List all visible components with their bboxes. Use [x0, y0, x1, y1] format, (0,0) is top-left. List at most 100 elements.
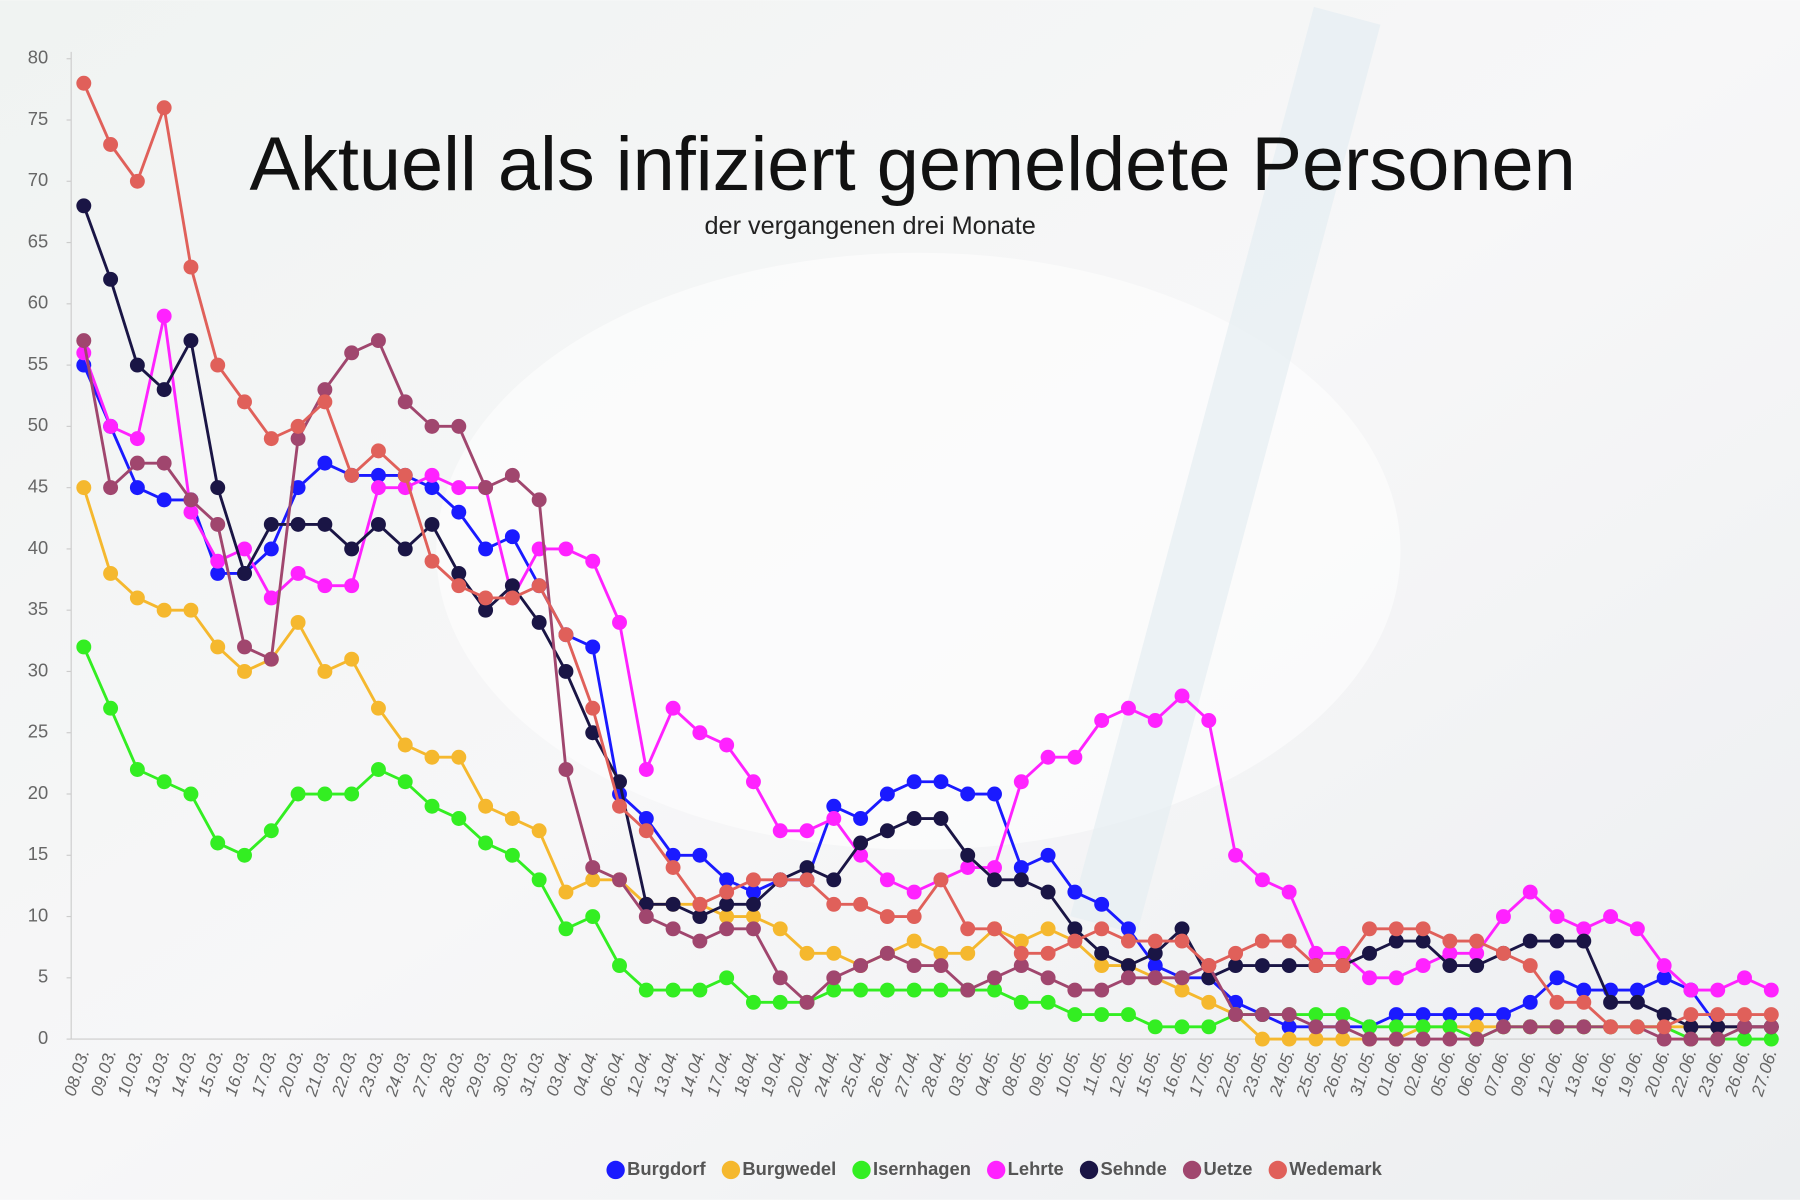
data-point	[263, 651, 279, 667]
y-tick-label: 70	[28, 169, 48, 190]
data-point	[183, 492, 199, 508]
data-point	[76, 333, 92, 349]
data-point	[719, 872, 735, 888]
data-point	[504, 847, 520, 863]
data-point	[370, 480, 386, 496]
data-point	[263, 590, 279, 606]
data-point	[585, 909, 601, 925]
data-point	[1013, 994, 1029, 1010]
data-point	[478, 590, 494, 606]
data-point	[1201, 994, 1217, 1010]
data-point	[1147, 945, 1163, 961]
data-point	[1228, 945, 1244, 961]
data-point	[906, 909, 922, 925]
data-point	[1281, 958, 1297, 974]
legend-label: Lehrte	[1008, 1158, 1064, 1179]
data-point	[1442, 958, 1458, 974]
data-point	[1094, 982, 1110, 998]
data-point	[1415, 933, 1431, 949]
data-point	[1495, 1019, 1511, 1035]
data-point	[558, 884, 574, 900]
data-point	[1174, 970, 1190, 986]
data-point	[478, 602, 494, 618]
data-point	[1656, 1007, 1672, 1023]
data-point	[638, 982, 654, 998]
data-point	[1576, 994, 1592, 1010]
data-point	[237, 394, 252, 410]
data-point	[1094, 896, 1110, 912]
y-tick-label: 55	[28, 353, 48, 374]
data-point	[1683, 982, 1699, 998]
data-point	[1067, 1007, 1083, 1023]
y-tick-label: 0	[38, 1027, 48, 1048]
data-point	[237, 541, 252, 557]
data-point	[183, 504, 199, 520]
data-point	[1415, 921, 1431, 937]
data-point	[638, 909, 654, 925]
data-point	[103, 480, 119, 496]
data-point	[451, 578, 467, 594]
data-point	[1335, 1019, 1351, 1035]
data-point	[906, 811, 922, 826]
data-point	[853, 835, 869, 851]
data-point	[1603, 1019, 1619, 1035]
data-point	[960, 860, 976, 875]
data-point	[638, 811, 654, 826]
data-point	[344, 345, 360, 361]
data-point	[1656, 1019, 1672, 1035]
data-point	[585, 639, 601, 655]
data-point	[1335, 1007, 1351, 1023]
data-point	[531, 823, 547, 839]
data-point	[745, 896, 761, 912]
data-point	[879, 872, 895, 888]
data-point	[1174, 982, 1190, 998]
data-point	[156, 455, 172, 471]
data-point	[397, 737, 413, 753]
data-point	[1120, 933, 1136, 949]
data-point	[210, 835, 226, 851]
data-point	[745, 994, 761, 1010]
data-point	[1522, 958, 1538, 974]
background-shape	[1070, 6, 1381, 935]
data-point	[906, 982, 922, 998]
data-point	[370, 443, 386, 459]
data-point	[1335, 958, 1351, 974]
data-point	[504, 578, 520, 594]
data-point	[1013, 945, 1029, 961]
series-line	[82, 205, 1772, 1029]
data-point	[1737, 1019, 1752, 1035]
data-point	[344, 651, 360, 667]
data-point	[1442, 933, 1458, 949]
data-point	[1522, 1019, 1538, 1035]
data-point	[317, 455, 333, 471]
data-point	[933, 872, 949, 888]
series-line	[82, 487, 1772, 1041]
data-point	[1442, 945, 1458, 961]
data-point	[1469, 958, 1485, 974]
legend-label: Burgwedel	[742, 1158, 836, 1179]
data-point	[1094, 921, 1110, 937]
data-point	[1067, 982, 1083, 998]
data-point	[745, 774, 761, 790]
data-point	[719, 884, 735, 900]
data-point	[665, 896, 681, 912]
data-point	[156, 602, 172, 618]
data-point	[585, 860, 601, 875]
data-point	[531, 492, 547, 508]
data-point	[451, 811, 467, 826]
data-point	[183, 786, 199, 802]
data-point	[397, 541, 413, 557]
data-point	[987, 786, 1002, 802]
legend-item: Lehrte	[987, 1158, 1064, 1180]
data-point	[585, 872, 601, 888]
data-point	[987, 982, 1002, 998]
legend-marker	[987, 1160, 1006, 1180]
data-point	[960, 786, 976, 802]
data-point	[210, 357, 226, 373]
data-point	[1228, 958, 1244, 974]
data-point	[237, 663, 252, 679]
data-point	[317, 516, 333, 532]
y-tick-label: 15	[28, 843, 48, 864]
data-point	[1147, 958, 1163, 974]
data-point	[1120, 700, 1136, 716]
